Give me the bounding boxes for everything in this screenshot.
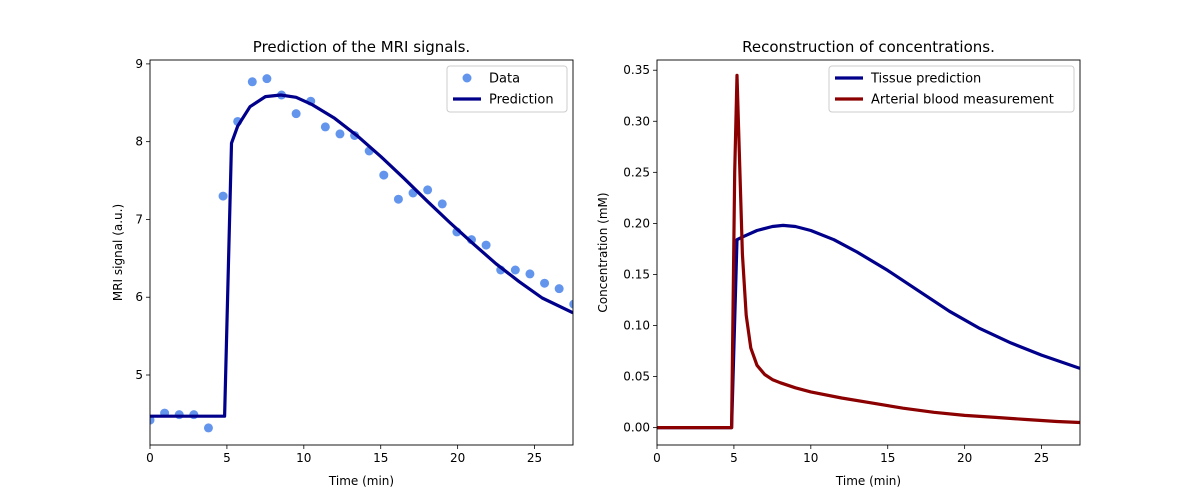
y-tick-label: 9 xyxy=(135,57,143,71)
x-tick-label: 25 xyxy=(527,451,542,465)
legend-label: Tissue prediction xyxy=(870,72,981,87)
legend-label: Data xyxy=(489,72,520,87)
x-tick-label: 5 xyxy=(730,451,738,465)
y-tick-label: 6 xyxy=(135,290,143,304)
data-point xyxy=(569,299,573,309)
x-tick-label: 20 xyxy=(450,451,465,465)
plot-area xyxy=(150,74,573,433)
y-tick-label: 5 xyxy=(135,368,143,382)
x-axis-label: Time (min) xyxy=(328,474,394,488)
chart-title: Reconstruction of concentrations. xyxy=(742,38,995,56)
x-tick-label: 10 xyxy=(296,451,311,465)
series-line xyxy=(150,93,573,418)
y-tick-label: 0.05 xyxy=(623,370,650,384)
legend-label: Prediction xyxy=(489,93,554,108)
data-point xyxy=(150,415,155,425)
data-point xyxy=(510,265,520,275)
mri-signal-chart: Prediction of the MRI signals. 0 5 10 15 20 25… xyxy=(111,38,574,488)
legend: Tissue prediction Arterial blood measurem… xyxy=(828,65,1075,113)
x-tick-label: 25 xyxy=(1034,451,1049,465)
data-point xyxy=(393,194,403,204)
x-tick-label: 20 xyxy=(957,451,972,465)
data-point xyxy=(525,269,535,279)
legend: Data Prediction xyxy=(446,65,568,113)
series-line xyxy=(657,73,1080,430)
x-tick-label: 15 xyxy=(880,451,895,465)
data-point xyxy=(423,185,433,195)
data-point xyxy=(335,129,345,139)
y-tick-label: 7 xyxy=(135,212,143,226)
y-tick-label: 0.30 xyxy=(623,114,650,128)
legend-label: Arterial blood measurement xyxy=(871,93,1054,108)
chart-title: Prediction of the MRI signals. xyxy=(253,38,470,56)
y-tick-label: 0.35 xyxy=(623,63,650,77)
data-point xyxy=(437,199,447,209)
y-tick-label: 0.10 xyxy=(623,319,650,333)
data-point xyxy=(554,284,564,294)
x-axis-label: Time (min) xyxy=(835,474,901,488)
x-tick-label: 0 xyxy=(653,451,661,465)
data-point xyxy=(291,109,301,119)
data-point xyxy=(481,240,491,250)
data-point xyxy=(320,122,330,132)
x-tick-label: 10 xyxy=(803,451,818,465)
plot-area xyxy=(657,73,1080,430)
y-tick-label: 0.00 xyxy=(623,421,650,435)
x-tick-label: 0 xyxy=(146,451,154,465)
x-tick-label: 15 xyxy=(373,451,388,465)
data-point xyxy=(379,170,389,180)
y-tick-label: 8 xyxy=(135,135,143,149)
y-tick-label: 0.15 xyxy=(623,267,650,281)
y-tick-label: 0.25 xyxy=(623,165,650,179)
y-tick-label: 0.20 xyxy=(623,216,650,230)
concentration-chart: Reconstruction of concentrations. 0 5 10 15 2… xyxy=(596,38,1081,488)
data-point xyxy=(218,191,228,201)
data-point xyxy=(262,74,272,84)
data-point xyxy=(203,423,213,433)
data-point xyxy=(540,278,550,288)
y-axis-label: MRI signal (a.u.) xyxy=(111,204,125,301)
legend-frame xyxy=(828,65,1075,113)
y-axis-label: Concentration (mM) xyxy=(596,192,610,312)
legend-marker xyxy=(462,73,472,83)
x-tick-label: 5 xyxy=(223,451,231,465)
axes-frame xyxy=(149,59,574,446)
data-point xyxy=(247,77,257,87)
axes-frame xyxy=(656,59,1081,446)
series-line xyxy=(657,223,1080,430)
